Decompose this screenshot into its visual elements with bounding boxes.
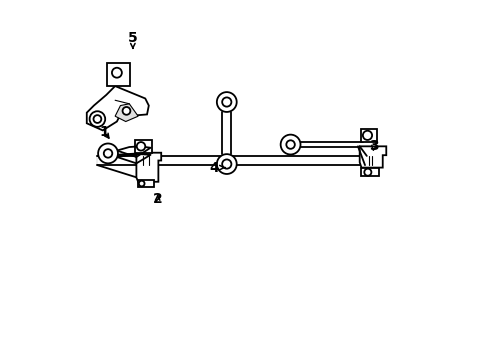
Text: 1: 1	[100, 125, 109, 139]
Text: 3: 3	[368, 139, 378, 153]
Text: 5: 5	[128, 31, 138, 48]
Circle shape	[139, 181, 144, 186]
Text: 2: 2	[152, 193, 162, 207]
Circle shape	[112, 68, 122, 78]
Bar	[107, 63, 130, 86]
Circle shape	[103, 149, 112, 158]
Circle shape	[280, 135, 300, 154]
Circle shape	[122, 107, 130, 115]
Circle shape	[216, 154, 236, 174]
Polygon shape	[115, 104, 138, 122]
Circle shape	[98, 144, 118, 163]
Bar	[361, 129, 377, 142]
Circle shape	[216, 92, 236, 112]
Polygon shape	[136, 153, 161, 182]
Polygon shape	[97, 156, 371, 165]
Bar	[361, 168, 378, 176]
Circle shape	[222, 98, 231, 107]
Circle shape	[222, 159, 231, 168]
Circle shape	[93, 115, 101, 123]
Circle shape	[362, 131, 371, 140]
Circle shape	[364, 168, 370, 176]
Bar	[134, 140, 151, 153]
Circle shape	[89, 111, 105, 127]
Circle shape	[286, 140, 294, 149]
Circle shape	[137, 142, 145, 150]
Bar	[138, 180, 154, 187]
Text: 4: 4	[209, 161, 224, 175]
Polygon shape	[86, 86, 148, 130]
Polygon shape	[359, 146, 386, 168]
